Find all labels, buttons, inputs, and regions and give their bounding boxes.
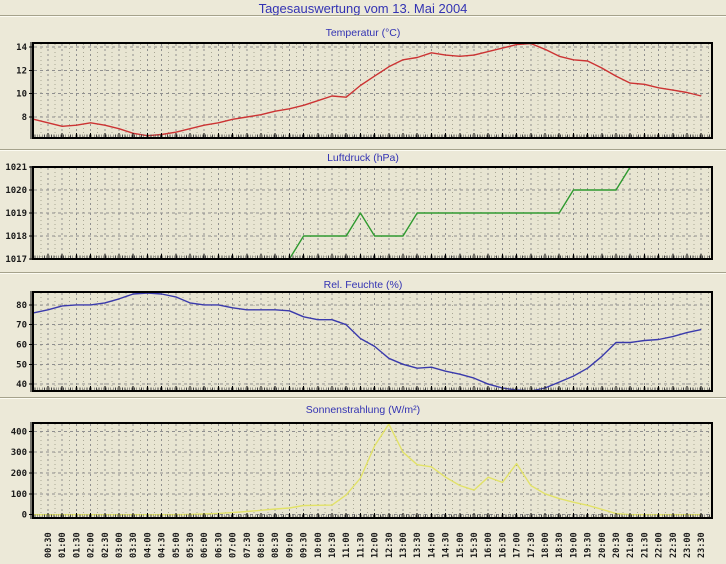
x-axis-label: 22:30 [669,532,679,558]
x-axis-label: 23:00 [683,532,693,558]
x-axis-label: 08:30 [271,532,281,558]
y-axis-label: 1021 [5,163,27,173]
x-axis-label: 11:00 [342,532,352,558]
humidity-chart-title: Rel. Feuchte (%) [323,279,403,291]
y-axis-label: 60 [16,340,27,350]
x-axis-label: 15:00 [456,532,466,558]
plot-area [33,43,712,138]
x-axis-label: 09:00 [285,532,295,558]
divider [0,272,726,274]
x-axis-label: 06:00 [200,532,210,558]
series-line [33,423,702,516]
pressure-chart-title: Luftdruck (hPa) [327,152,399,164]
y-axis-label: 1019 [5,209,27,219]
x-axis-label: 03:30 [129,532,139,558]
x-axis-label: 17:00 [513,532,523,558]
y-axis-label: 1020 [5,186,27,196]
x-axis-label: 05:30 [186,532,196,558]
divider [0,15,726,17]
x-axis-label: 19:00 [569,532,579,558]
y-axis-label: 14 [16,43,27,53]
divider [0,397,726,399]
y-axis-label: 1018 [5,232,27,242]
y-axis-label: 10 [16,90,27,100]
y-axis-label: 200 [11,469,27,479]
x-axis-label: 02:00 [87,532,97,558]
x-axis-label: 17:30 [527,532,537,558]
x-axis-label: 20:30 [612,532,622,558]
x-axis-label: 14:30 [442,532,452,558]
x-axis-label: 19:30 [584,532,594,558]
y-axis-label: 80 [16,301,27,311]
y-axis-label: 8 [22,113,27,123]
x-axis-label: 00:30 [44,532,54,558]
x-axis-labels: 00:30 01:00 01:30 02:00 02:30 03:00 03:30 04:00… [44,532,707,558]
y-axis-label: 50 [16,360,27,370]
x-axis-label: 22:00 [655,532,665,558]
series-line [33,42,702,137]
x-axis-label: 03:00 [115,532,125,558]
x-axis-label: 04:30 [158,532,168,558]
plot-area [33,292,712,391]
x-axis-label: 18:00 [541,532,551,558]
x-axis-label: 01:30 [72,532,82,558]
series-line [33,292,702,392]
x-axis-label: 21:00 [626,532,636,558]
y-axis-label: 12 [16,66,27,76]
temperature-chart-title: Temperatur (°C) [325,27,401,39]
x-axis-label: 18:30 [555,532,565,558]
luftdruck-chart: 1017 1018 1019 1020 1021 [5,163,713,265]
plot-frame [32,42,713,139]
x-axis-label: 01:00 [58,532,68,558]
radiation-chart-title: Sonnenstrahlung (W/m²) [305,404,421,416]
x-axis-label: 14:00 [427,532,437,558]
y-axis-label: 400 [11,427,27,437]
sonnenstrahlung-chart: 0 100 200 300 400 [11,422,713,521]
x-axis-label: 10:00 [314,532,324,558]
x-axis-label: 12:00 [371,532,381,558]
plot-frame [32,166,713,260]
x-axis-label: 16:00 [484,532,494,558]
x-axis-label: 15:30 [470,532,480,558]
y-axis-label: 0 [22,511,27,521]
x-axis-label: 12:30 [385,532,395,558]
plot-frame [32,291,713,392]
rel-feuchte-chart: 40 50 60 70 80 [16,291,713,392]
plot-frame [32,422,713,519]
divider [0,149,726,151]
x-axis-label: 07:00 [229,532,239,558]
x-axis-label: 20:00 [598,532,608,558]
x-axis-label: 06:30 [214,532,224,558]
x-axis-label: 13:00 [399,532,409,558]
x-axis-label: 21:30 [640,532,650,558]
y-axis-label: 40 [16,380,27,390]
x-axis-label: 02:30 [101,532,111,558]
plot-area [33,423,712,518]
y-axis-label: 70 [16,321,27,331]
x-axis-label: 10:30 [328,532,338,558]
x-axis-label: 16:30 [498,532,508,558]
y-axis-label: 300 [11,448,27,458]
x-axis-label: 04:00 [143,532,153,558]
x-axis-label: 09:30 [300,532,310,558]
page-title: Tagesauswertung vom 13. Mai 2004 [258,1,468,16]
y-axis-label: 100 [11,490,27,500]
x-axis-label: 13:30 [413,532,423,558]
y-axis-label: 1017 [5,255,27,265]
temperatur-chart: 8 10 12 14 [16,42,713,139]
x-axis-label: 11:30 [356,532,366,558]
x-axis-label: 08:00 [257,532,267,558]
x-axis-label: 23:30 [697,532,707,558]
x-axis-label: 07:30 [243,532,253,558]
x-axis-label: 05:00 [172,532,182,558]
